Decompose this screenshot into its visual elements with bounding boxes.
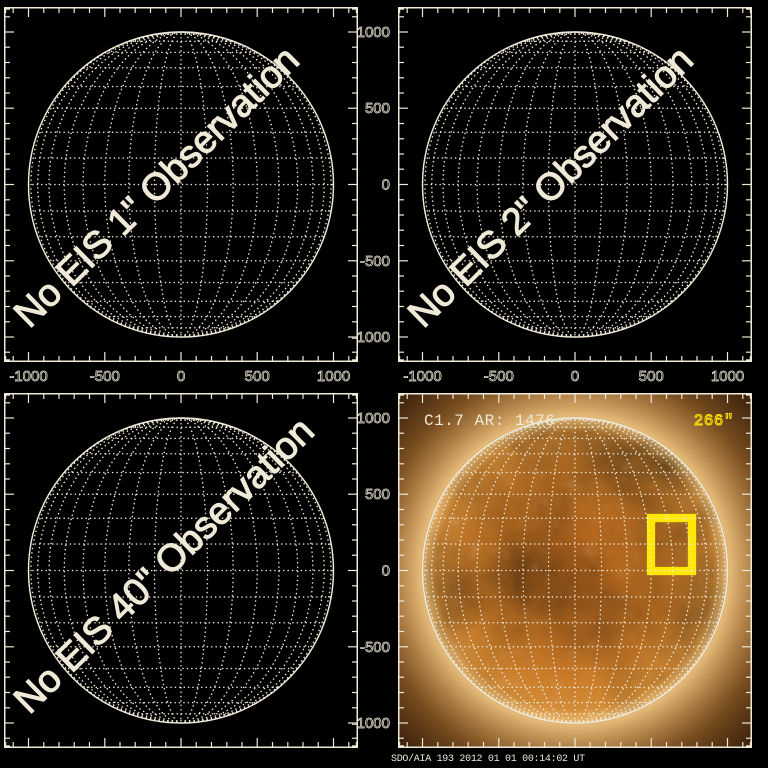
svg-text:-500: -500: [360, 253, 390, 270]
svg-text:0: 0: [382, 563, 390, 580]
svg-text:500: 500: [365, 100, 390, 117]
svg-text:-1000: -1000: [352, 715, 390, 732]
svg-text:500: 500: [245, 368, 270, 385]
svg-text:1000: 1000: [317, 368, 350, 385]
svg-text:-500: -500: [484, 368, 514, 385]
svg-text:1000: 1000: [357, 24, 390, 41]
svg-text:0: 0: [382, 177, 390, 194]
svg-text:-1000: -1000: [9, 368, 47, 385]
svg-text:266": 266": [694, 412, 734, 430]
svg-text:-500: -500: [90, 368, 120, 385]
svg-text:500: 500: [639, 368, 664, 385]
svg-text:0: 0: [571, 368, 579, 385]
svg-text:1000: 1000: [357, 410, 390, 427]
svg-text:-1000: -1000: [352, 329, 390, 346]
svg-text:1000: 1000: [711, 368, 744, 385]
svg-text:-1000: -1000: [403, 368, 441, 385]
svg-text:0: 0: [177, 368, 185, 385]
svg-text:SDO/AIA 193 2012 01 01 00:14: SDO/AIA 193 2012 01 01 00:14:02 UT: [391, 753, 585, 765]
svg-text:500: 500: [365, 486, 390, 503]
svg-text:-500: -500: [360, 639, 390, 656]
